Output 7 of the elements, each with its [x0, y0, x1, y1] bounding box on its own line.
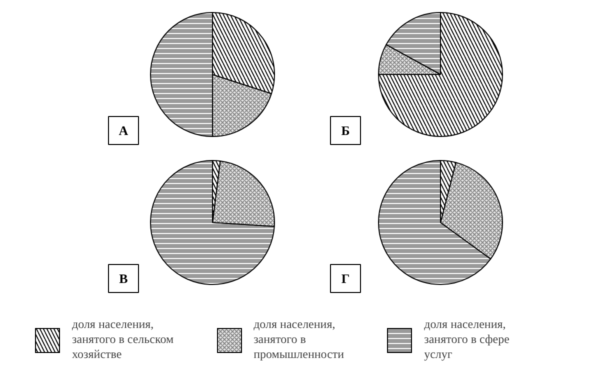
text: Г [341, 271, 350, 286]
legend-label: доля населения, занятого в сфере услуг [424, 317, 510, 362]
legend-label: доля населения, занятого в сельском хозяйстве [72, 317, 174, 362]
text: В [119, 271, 128, 286]
text: Б [341, 123, 350, 138]
text: А [118, 123, 129, 138]
legend-label: доля населения, занятого в промышленности [254, 317, 344, 362]
